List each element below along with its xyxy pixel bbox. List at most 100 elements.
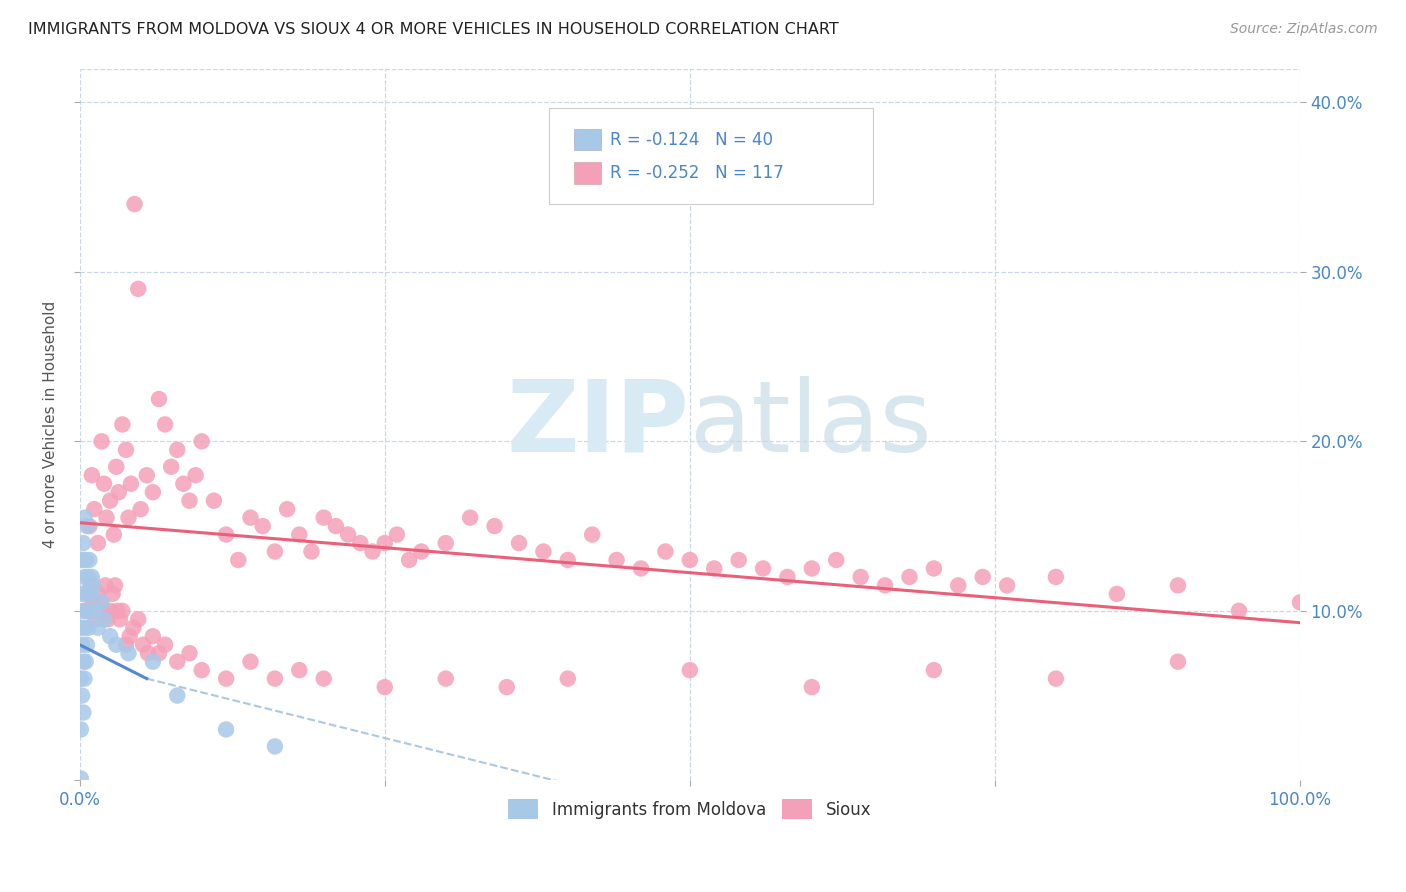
- Point: [79, 553, 101, 567]
- Point: [70, 587, 93, 601]
- Point: [135, 468, 157, 483]
- Point: [411, 544, 433, 558]
- Point: [873, 578, 896, 592]
- Point: [581, 527, 603, 541]
- Point: [825, 553, 848, 567]
- Point: [87, 621, 110, 635]
- Point: [679, 663, 702, 677]
- Text: IMMIGRANTS FROM MOLDOVA VS SIOUX 4 OR MORE VEHICLES IN HOUSEHOLD CORRELATION CHA: IMMIGRANTS FROM MOLDOVA VS SIOUX 4 OR MO…: [28, 22, 839, 37]
- Point: [75, 553, 97, 567]
- Point: [312, 672, 335, 686]
- Point: [264, 739, 287, 754]
- Point: [301, 544, 323, 558]
- Point: [76, 519, 98, 533]
- Point: [73, 510, 96, 524]
- Point: [72, 655, 94, 669]
- Point: [108, 612, 131, 626]
- Point: [80, 468, 103, 483]
- Point: [98, 604, 121, 618]
- Point: [1045, 672, 1067, 686]
- Point: [75, 655, 97, 669]
- Point: [374, 536, 396, 550]
- Point: [215, 672, 238, 686]
- Text: atlas: atlas: [690, 376, 931, 473]
- Point: [107, 604, 129, 618]
- Point: [97, 612, 120, 626]
- Point: [288, 527, 311, 541]
- Point: [117, 646, 139, 660]
- Point: [118, 629, 141, 643]
- Point: [98, 629, 121, 643]
- Point: [107, 485, 129, 500]
- Point: [922, 663, 945, 677]
- Point: [142, 485, 165, 500]
- Point: [70, 638, 93, 652]
- Point: [1167, 655, 1189, 669]
- Point: [922, 561, 945, 575]
- Point: [458, 510, 481, 524]
- Point: [72, 604, 94, 618]
- Point: [70, 553, 93, 567]
- Point: [79, 587, 101, 601]
- Point: [101, 587, 124, 601]
- Point: [337, 527, 360, 541]
- Point: [849, 570, 872, 584]
- Point: [148, 646, 170, 660]
- Point: [98, 493, 121, 508]
- Point: [288, 663, 311, 677]
- Point: [115, 638, 138, 652]
- Point: [105, 459, 128, 474]
- Point: [70, 772, 93, 786]
- Point: [508, 536, 530, 550]
- Point: [105, 638, 128, 652]
- Point: [70, 621, 93, 635]
- Point: [264, 544, 287, 558]
- Point: [75, 604, 97, 618]
- Point: [972, 570, 994, 584]
- Point: [1105, 587, 1128, 601]
- Point: [93, 612, 115, 626]
- Y-axis label: 4 or more Vehicles in Household: 4 or more Vehicles in Household: [44, 301, 58, 548]
- Point: [630, 561, 652, 575]
- Point: [77, 587, 100, 601]
- Point: [398, 553, 420, 567]
- Point: [325, 519, 347, 533]
- Point: [72, 706, 94, 720]
- Point: [111, 604, 134, 618]
- Text: R = -0.252   N = 117: R = -0.252 N = 117: [610, 164, 785, 182]
- Bar: [574, 129, 600, 151]
- Point: [77, 570, 100, 584]
- Point: [132, 638, 155, 652]
- Point: [239, 655, 262, 669]
- Point: [142, 655, 165, 669]
- Point: [89, 595, 111, 609]
- Point: [1167, 578, 1189, 592]
- Point: [120, 476, 142, 491]
- Point: [995, 578, 1018, 592]
- Point: [77, 621, 100, 635]
- Point: [184, 468, 207, 483]
- Point: [434, 672, 457, 686]
- Point: [800, 680, 823, 694]
- Point: [374, 680, 396, 694]
- Point: [312, 510, 335, 524]
- Point: [115, 442, 138, 457]
- Point: [111, 417, 134, 432]
- Point: [136, 646, 159, 660]
- Point: [703, 561, 725, 575]
- Point: [385, 527, 408, 541]
- Point: [93, 476, 115, 491]
- Point: [361, 544, 384, 558]
- Point: [73, 672, 96, 686]
- Point: [166, 689, 188, 703]
- Point: [179, 646, 201, 660]
- Point: [76, 638, 98, 652]
- Point: [103, 527, 125, 541]
- Point: [79, 604, 101, 618]
- Point: [276, 502, 298, 516]
- Point: [142, 629, 165, 643]
- Point: [70, 689, 93, 703]
- Point: [148, 392, 170, 406]
- FancyBboxPatch shape: [550, 108, 873, 203]
- Point: [531, 544, 554, 558]
